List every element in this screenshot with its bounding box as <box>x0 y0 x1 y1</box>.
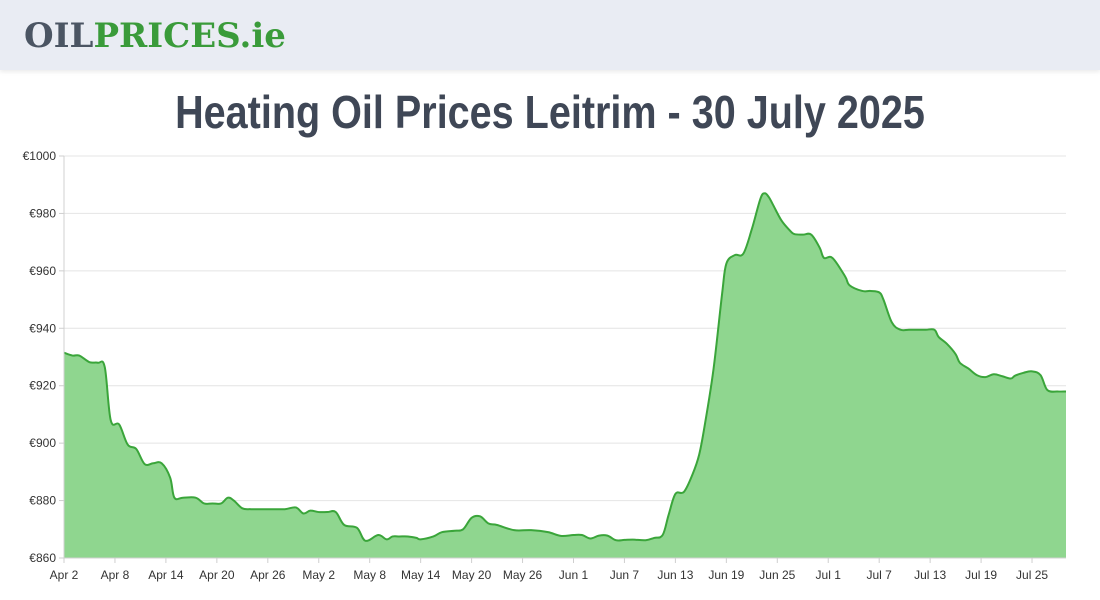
y-tick-label: €980 <box>29 206 56 220</box>
x-tick-label: Jul 19 <box>965 568 997 582</box>
x-tick-label: Apr 2 <box>50 568 79 582</box>
y-tick-label: €880 <box>29 494 56 508</box>
x-tick-label: Jul 1 <box>816 568 842 582</box>
y-tick-label: €1000 <box>23 149 57 163</box>
x-tick-label: Apr 20 <box>199 568 235 582</box>
x-tick-label: May 26 <box>503 568 543 582</box>
logo-text-ie: .ie <box>239 16 286 56</box>
x-tick-label: May 8 <box>353 568 386 582</box>
y-tick-label: €900 <box>29 436 56 450</box>
x-tick-label: Jul 25 <box>1016 568 1048 582</box>
axes <box>63 156 1066 559</box>
site-logo[interactable]: OILPRICES.ie <box>24 14 286 58</box>
price-area-fill <box>64 193 1066 558</box>
x-tick-label: Jun 19 <box>708 568 744 582</box>
logo-text-prices: PRICES <box>93 16 240 56</box>
price-area <box>63 192 1067 558</box>
x-tick-label: Jun 25 <box>759 568 795 582</box>
x-tick-label: Jul 13 <box>914 568 946 582</box>
price-line <box>63 192 1067 542</box>
y-tick-label: €920 <box>29 379 56 393</box>
x-tick-label: May 14 <box>401 568 441 582</box>
x-tick-label: May 20 <box>452 568 492 582</box>
x-tick-label: Apr 8 <box>101 568 130 582</box>
y-tick-label: €860 <box>29 551 56 565</box>
x-tick-label: May 2 <box>302 568 335 582</box>
x-tick-label: Apr 26 <box>250 568 286 582</box>
y-tick-label: €960 <box>29 264 56 278</box>
y-tick-label: €940 <box>29 321 56 335</box>
x-tick-label: Apr 14 <box>148 568 184 582</box>
x-tick-label: Jul 7 <box>867 568 893 582</box>
logo-text-oil: OIL <box>24 16 94 56</box>
x-tick-label: Jun 7 <box>610 568 640 582</box>
y-axis-ticks: €860 €880 €900 €920 €940 €960 €980 €1000 <box>23 149 64 565</box>
page-title: Heating Oil Prices Leitrim - 30 July 202… <box>175 86 925 138</box>
x-axis-ticks: Apr 2 Apr 8 Apr 14 Apr 20 Apr 26 May 2 May 8 Ma… <box>50 558 1048 582</box>
x-tick-label: Jun 13 <box>657 568 693 582</box>
x-tick-label: Jun 1 <box>559 568 589 582</box>
site-header: OILPRICES.ie <box>0 0 1100 70</box>
